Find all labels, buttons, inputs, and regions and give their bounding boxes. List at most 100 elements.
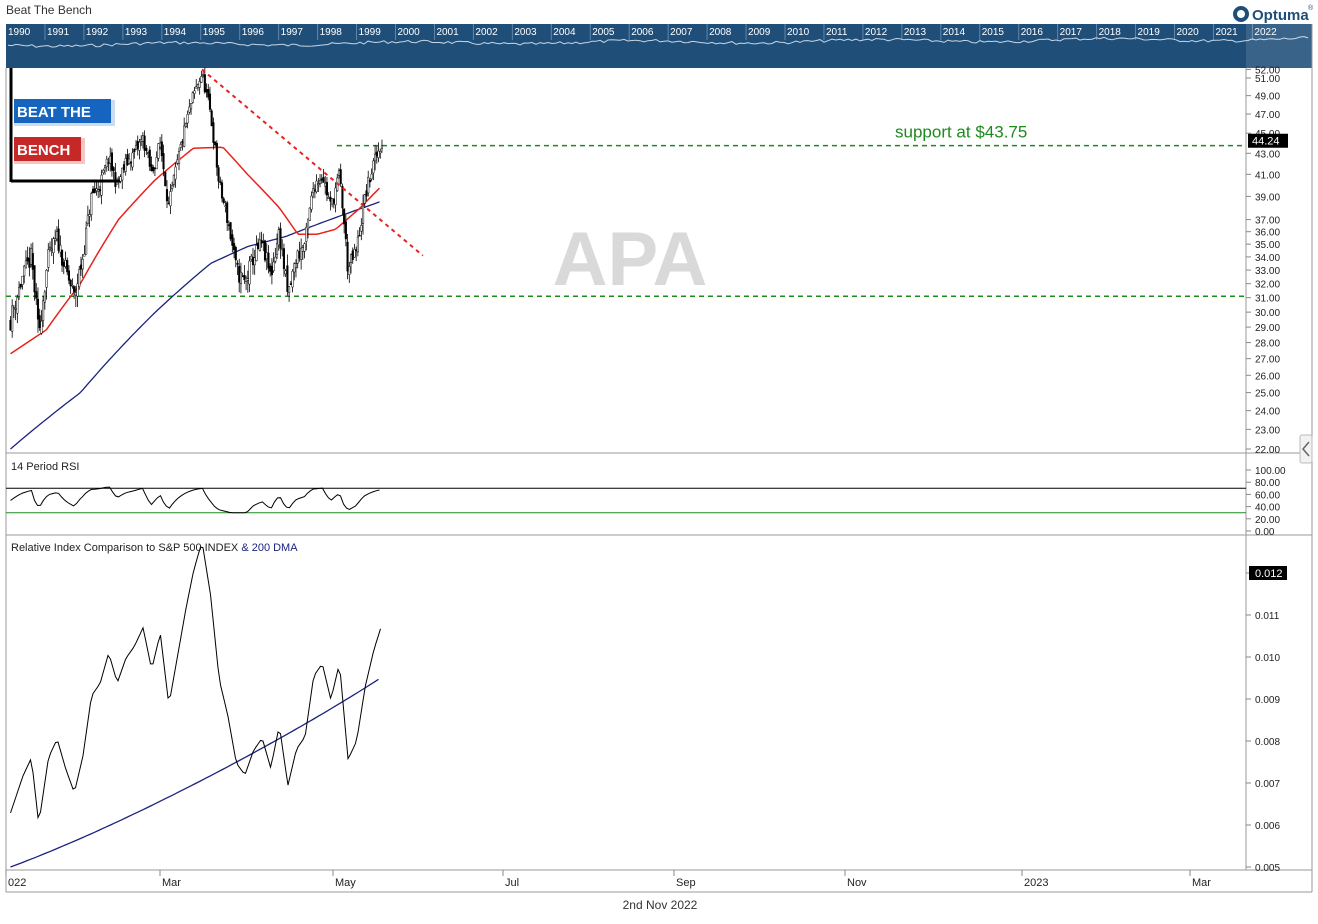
timeline-year: 1998 xyxy=(320,27,343,38)
timeline-year: 2018 xyxy=(1099,27,1122,38)
rsi-tick: 80.00 xyxy=(1255,478,1280,489)
svg-text:44.24: 44.24 xyxy=(1252,136,1280,148)
overview-sparkline xyxy=(7,36,1309,48)
timeline-year: 2012 xyxy=(865,27,888,38)
timeline-year: 2006 xyxy=(631,27,654,38)
timeline-year: 2004 xyxy=(553,27,576,38)
price-tick: 52.00 xyxy=(1255,65,1280,76)
relative-ratio-line xyxy=(10,546,381,820)
relative-tick: 0.005 xyxy=(1255,863,1280,874)
timeline-year: 2005 xyxy=(592,27,615,38)
date-tick: Sep xyxy=(676,877,696,889)
timeline-year: 2001 xyxy=(436,27,459,38)
timeline-year: 1990 xyxy=(8,27,31,38)
date-tick: Mar xyxy=(162,877,181,889)
timeline-year: 1991 xyxy=(47,27,70,38)
timeline-year: 1993 xyxy=(125,27,148,38)
svg-text:0.012: 0.012 xyxy=(1255,568,1283,580)
price-tick: 26.00 xyxy=(1255,371,1280,382)
brand-mark: ® xyxy=(1308,4,1314,12)
price-tick: 43.00 xyxy=(1255,149,1280,160)
price-tick: 25.00 xyxy=(1255,389,1280,400)
date-tick: 022 xyxy=(8,877,26,889)
timeline-year: 2017 xyxy=(1060,27,1083,38)
brand-name: Optuma xyxy=(1252,7,1309,24)
timeline-year: 2011 xyxy=(826,27,848,38)
logo-line-2: BENCH xyxy=(17,142,70,159)
date-axis: 022 Mar May Jul Sep Nov 2023 Mar xyxy=(5,870,1211,889)
ticker-watermark: APA xyxy=(553,217,708,302)
timeline-year: 2022 xyxy=(1254,27,1277,38)
timeline-year: 2008 xyxy=(709,27,732,38)
timeline-year: 2007 xyxy=(670,27,693,38)
collapse-handle[interactable] xyxy=(1299,434,1313,464)
resistance-trendline xyxy=(201,68,424,257)
timeline-navigator[interactable] xyxy=(6,24,1312,68)
rsi-tick: 0.00 xyxy=(1255,527,1275,538)
timeline-year: 2003 xyxy=(514,27,537,38)
rsi-tick: 20.00 xyxy=(1255,515,1280,526)
chevron-left-icon xyxy=(1302,441,1310,457)
timeline-year: 2009 xyxy=(748,27,771,38)
timeline-year: 2014 xyxy=(943,27,966,38)
timeline-year: 2019 xyxy=(1138,27,1161,38)
price-candles xyxy=(9,67,384,338)
relative-tick: 0.010 xyxy=(1255,653,1280,664)
timeline-selection[interactable] xyxy=(1246,24,1312,68)
last-price-tag: 44.24 xyxy=(1248,133,1288,148)
sma200-line xyxy=(10,201,380,450)
price-tick: 51.00 xyxy=(1255,74,1280,85)
price-tick: 29.00 xyxy=(1255,323,1280,334)
date-tick: Mar xyxy=(1192,877,1211,889)
timeline-year: 1997 xyxy=(281,27,304,38)
timeline-year: 1996 xyxy=(242,27,265,38)
timeline-year: 2000 xyxy=(398,27,421,38)
date-tick: Jul xyxy=(505,877,519,889)
price-tick: 31.00 xyxy=(1255,294,1280,305)
logo-line-1: BEAT THE xyxy=(17,104,91,121)
timeline-year: 2016 xyxy=(1021,27,1044,38)
date-tick: 2023 xyxy=(1024,877,1048,889)
price-tick: 41.00 xyxy=(1255,170,1280,181)
price-tick: 35.00 xyxy=(1255,240,1280,251)
relative-axis: 0.012 0.011 0.010 0.009 0.008 0.007 0.006 0.005 xyxy=(1246,569,1280,874)
relative-tick: 0.011 xyxy=(1255,611,1280,622)
optuma-logo: Optuma ® xyxy=(1230,4,1314,24)
price-tick: 24.00 xyxy=(1255,407,1280,418)
sma50-line xyxy=(10,146,381,355)
rsi-tick: 60.00 xyxy=(1255,490,1280,501)
price-tick: 22.00 xyxy=(1255,445,1280,456)
price-tick: 28.00 xyxy=(1255,339,1280,350)
relative-title: Relative Index Comparison to S&P 500 IND… xyxy=(11,542,298,554)
price-tick: 27.00 xyxy=(1255,355,1280,366)
rsi-line xyxy=(10,486,380,514)
relative-tick: 0.007 xyxy=(1255,779,1280,790)
panel-frames xyxy=(5,24,1313,893)
timeline-year: 2010 xyxy=(787,27,810,38)
timeline-year: 2002 xyxy=(475,27,498,38)
rsi-tick: 100.00 xyxy=(1255,466,1286,477)
relative-200dma-line xyxy=(10,678,379,868)
date-tick: May xyxy=(335,877,356,889)
price-tick: 47.00 xyxy=(1255,110,1280,121)
timeline-years: 1990 1991 1992 1993 1994 1995 1996 1997 1998 1999… xyxy=(8,24,1277,40)
footer-date: 2nd Nov 2022 xyxy=(623,898,698,912)
date-tick: Nov xyxy=(847,877,867,889)
price-tick: 34.00 xyxy=(1255,253,1280,264)
rsi-title: 14 Period RSI xyxy=(11,461,79,473)
relative-tick: 0.006 xyxy=(1255,821,1280,832)
chart-title: Beat The Bench xyxy=(6,3,92,17)
timeline-year: 2015 xyxy=(982,27,1005,38)
timeline-year: 1992 xyxy=(86,27,109,38)
price-tick: 36.00 xyxy=(1255,228,1280,239)
timeline-year: 1995 xyxy=(203,27,226,38)
price-tick: 30.00 xyxy=(1255,308,1280,319)
timeline-year: 1999 xyxy=(359,27,382,38)
price-tick: 32.00 xyxy=(1255,280,1280,291)
relative-tick: 0.008 xyxy=(1255,737,1280,748)
price-tick: 33.00 xyxy=(1255,266,1280,277)
timeline-year: 2013 xyxy=(904,27,927,38)
relative-tick: 0.009 xyxy=(1255,695,1280,706)
price-tick: 23.00 xyxy=(1255,425,1280,436)
